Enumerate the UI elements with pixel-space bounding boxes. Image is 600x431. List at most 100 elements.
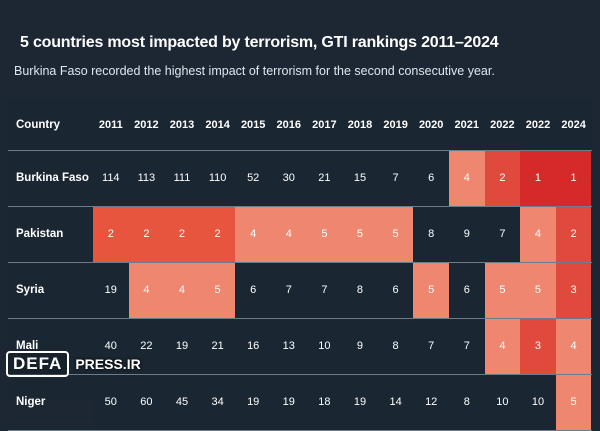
rank-cell: 7 — [413, 319, 449, 374]
rank-cell: 4 — [520, 207, 556, 262]
rank-cell: 40 — [93, 319, 129, 374]
column-header-year: 2019 — [383, 119, 408, 131]
column-header-year: 2017 — [312, 119, 337, 131]
rank-cell: 7 — [271, 263, 307, 318]
column-header-year: 2014 — [205, 119, 230, 131]
rank-cell: 22 — [128, 319, 165, 374]
rank-cell: 2 — [484, 151, 521, 206]
rank-cell: 6 — [413, 151, 449, 206]
rank-cell: 2 — [555, 207, 592, 262]
column-header-year: 2018 — [347, 119, 373, 131]
rank-cell: 34 — [199, 375, 236, 430]
rank-cell: 10 — [484, 375, 521, 430]
rank-cell: 16 — [235, 319, 271, 374]
rank-cell: 9 — [449, 207, 485, 262]
column-header-year: 2022 — [525, 119, 551, 131]
rank-cell: 2 — [128, 207, 165, 262]
rank-cell: 1 — [520, 151, 556, 206]
rank-cell: 2 — [164, 207, 200, 262]
country-label: Mali — [16, 340, 39, 352]
rank-cell: 4 — [164, 263, 200, 318]
rank-cell: 4 — [484, 319, 521, 374]
rank-cell: 114 — [93, 151, 129, 206]
column-header-year: 2012 — [134, 119, 159, 131]
column-header-year: 2016 — [276, 119, 302, 131]
rank-cell: 19 — [271, 375, 307, 430]
country-label: Syria — [16, 284, 45, 296]
column-header-year: 2022 — [490, 119, 515, 131]
rank-cell: 110 — [199, 151, 236, 206]
rank-cell: 4 — [271, 207, 307, 262]
rank-cell: 4 — [235, 207, 271, 262]
watermark: DEFA PRESS.IR — [6, 350, 141, 378]
rank-cell: 2 — [93, 207, 129, 262]
row-divider — [8, 206, 592, 207]
rank-cell: 7 — [377, 151, 414, 206]
column-header-year: 2020 — [418, 119, 444, 131]
rank-cell: 6 — [235, 263, 271, 318]
rank-cell: 13 — [271, 319, 307, 374]
chart-title: 5 countries most impacted by terrorism, … — [20, 34, 499, 51]
rank-cell: 5 — [413, 263, 449, 318]
rank-cell: 50 — [93, 375, 129, 430]
rank-cell: 5 — [520, 263, 556, 318]
rank-cell: 12 — [413, 375, 449, 430]
rank-cell: 6 — [449, 263, 485, 318]
rank-cell: 19 — [235, 375, 271, 430]
rank-cell: 19 — [93, 263, 129, 318]
rank-cell: 3 — [520, 319, 556, 374]
row-divider — [8, 150, 592, 151]
rank-cell: 5 — [484, 263, 521, 318]
country-label: Burkina Faso — [16, 172, 89, 184]
rank-cell: 2 — [199, 207, 236, 262]
rank-cell: 4 — [555, 319, 592, 374]
watermark-brand: DEFA — [6, 351, 70, 377]
rank-cell: 111 — [164, 151, 200, 206]
country-label: Niger — [16, 396, 46, 408]
rank-cell: 6 — [377, 263, 414, 318]
rank-cell: 5 — [342, 207, 378, 262]
rank-cell: 4 — [449, 151, 485, 206]
rank-cell: 5 — [555, 375, 592, 430]
rank-cell: 15 — [342, 151, 378, 206]
rank-cell: 10 — [520, 375, 556, 430]
rank-cell: 19 — [342, 375, 378, 430]
rank-cell: 45 — [164, 375, 200, 430]
rank-cell: 9 — [342, 319, 378, 374]
rank-cell: 5 — [199, 263, 236, 318]
rank-cell: 60 — [128, 375, 165, 430]
column-header-year: 2015 — [240, 119, 266, 131]
rank-cell: 30 — [271, 151, 307, 206]
rank-cell: 5 — [306, 207, 343, 262]
column-header-year: 2024 — [561, 119, 586, 131]
rank-cell: 7 — [306, 263, 343, 318]
rank-cell: 8 — [377, 319, 414, 374]
rank-cell: 10 — [306, 319, 343, 374]
rank-cell: 8 — [413, 207, 449, 262]
rank-cell: 113 — [128, 151, 165, 206]
row-divider — [8, 262, 592, 263]
rank-cell: 7 — [449, 319, 485, 374]
column-header-country: Country — [16, 119, 61, 131]
column-header-year: 2021 — [454, 119, 480, 131]
chart-subtitle: Burkina Faso recorded the highest impact… — [14, 64, 495, 78]
rank-cell: 14 — [377, 375, 414, 430]
country-label: Pakistan — [16, 228, 64, 240]
row-divider — [8, 374, 592, 375]
rank-cell: 21 — [199, 319, 236, 374]
rank-cell: 3 — [555, 263, 592, 318]
rank-cell: 5 — [377, 207, 414, 262]
column-header-year: 2011 — [98, 119, 123, 131]
rank-cell: 7 — [484, 207, 521, 262]
rank-cell: 8 — [342, 263, 378, 318]
rank-cell: 52 — [235, 151, 271, 206]
rank-cell: 4 — [128, 263, 165, 318]
rank-cell: 21 — [306, 151, 343, 206]
rank-cell: 1 — [555, 151, 592, 206]
column-header-year: 2013 — [169, 119, 195, 131]
rank-cell: 18 — [306, 375, 343, 430]
watermark-site: PRESS.IR — [75, 356, 141, 372]
rank-cell: 8 — [449, 375, 485, 430]
rank-cell: 19 — [164, 319, 200, 374]
row-divider — [8, 318, 592, 319]
